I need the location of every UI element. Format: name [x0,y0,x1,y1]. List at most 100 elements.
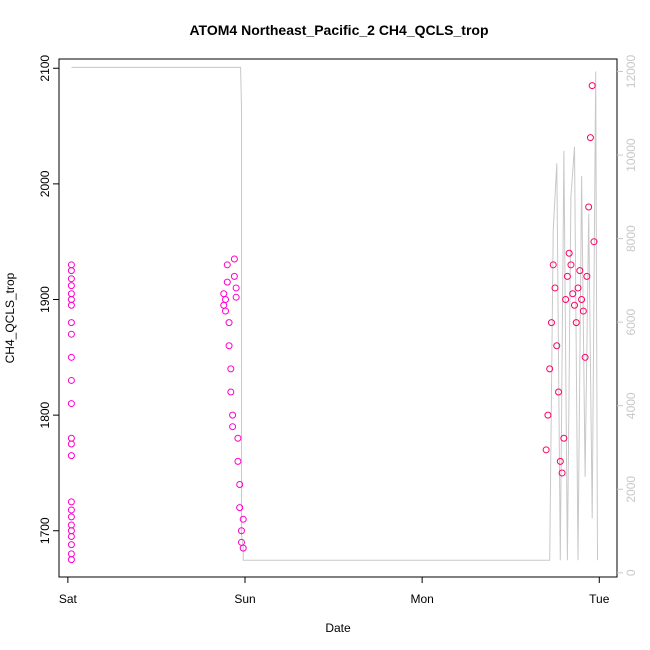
data-point [227,388,235,396]
data-point-layer [67,82,598,564]
y-axis: 1700 1800 1900 2000 2100 [38,55,59,544]
data-point [232,284,240,292]
data-point [586,134,594,142]
data-point [67,282,75,290]
data-point [67,452,75,460]
data-point [223,278,231,286]
chart-title: ATOM4 Northeast_Pacific_2 CH4_QCLS_trop [189,22,488,38]
data-point [67,267,75,275]
y2-tick-label-2000: 2000 [624,476,638,503]
x-tick-label-sun: Sun [234,592,255,606]
data-point [237,538,245,546]
data-point [547,319,555,327]
data-point [230,272,238,280]
data-point [551,284,559,292]
data-point [585,203,593,211]
y-tick-label-2100: 2100 [38,55,52,82]
data-point [67,498,75,506]
data-point [562,296,570,303]
altitude-line-layer [71,66,598,561]
data-point [578,296,586,303]
y2-tick-label-0: 0 [624,569,638,576]
data-point [67,556,75,564]
data-point [67,513,75,521]
data-point [590,238,598,246]
y2-tick-label-10000: 10000 [624,138,638,172]
data-point [220,290,228,298]
y-tick-label-1700: 1700 [38,517,52,544]
data-point [67,550,75,558]
x-axis: Sat Sun Mon Tue [59,576,610,606]
data-point [67,541,75,549]
data-point [546,365,554,373]
data-point [67,440,75,448]
data-point [234,434,242,442]
data-point [223,261,231,269]
data-point [556,457,564,465]
data-point [67,353,75,361]
data-point [239,515,247,523]
data-point [236,481,244,488]
data-point [570,301,578,309]
data-point [220,301,228,309]
data-point [67,434,75,442]
data-point [222,296,230,303]
data-point [67,296,75,303]
x-tick-label-tue: Tue [589,592,610,606]
data-point [234,457,242,465]
data-point [225,319,233,327]
data-point [67,506,75,514]
data-point [67,376,75,384]
data-point [232,293,240,301]
data-point [225,342,233,350]
data-point [549,261,557,269]
data-point [222,307,230,315]
secondary-y-axis: 0 2000 4000 6000 8000 10000 12000 [617,55,638,576]
data-point [227,365,235,373]
data-point [574,284,582,292]
data-point [563,272,571,280]
data-point [67,319,75,327]
data-point [67,275,75,283]
data-point [560,434,568,442]
y2-tick-label-6000: 6000 [624,309,638,336]
y-tick-label-1900: 1900 [38,286,52,313]
data-point [230,255,238,263]
data-point [579,307,587,315]
data-point [542,446,550,454]
data-point [588,82,596,90]
data-point [67,533,75,541]
data-point [67,301,75,309]
y-tick-label-1800: 1800 [38,401,52,428]
data-point [567,261,575,269]
data-point [229,411,237,419]
y2-tick-label-12000: 12000 [624,55,638,89]
data-point [544,411,552,419]
x-tick-label-sat: Sat [59,592,78,606]
altitude-line [71,66,598,561]
plot-frame [58,58,618,578]
data-point [236,504,244,512]
data-point [576,267,584,275]
x-axis-label: Date [325,621,351,635]
data-point [569,290,577,298]
data-point [67,527,75,535]
y-axis-label: CH4_QCLS_trop [3,272,17,363]
data-point [239,544,247,552]
y-tick-label-2000: 2000 [38,170,52,197]
data-point [558,469,566,477]
data-point [67,521,75,529]
data-point [67,261,75,269]
data-point [565,249,573,257]
data-point [67,330,75,338]
data-point [229,423,237,431]
data-point [67,400,75,408]
data-point [572,319,580,327]
y2-tick-label-4000: 4000 [624,392,638,419]
data-point [555,388,563,396]
data-point [67,290,75,298]
data-point [553,342,561,350]
x-tick-label-mon: Mon [410,592,433,606]
data-point [583,272,591,280]
y2-tick-label-8000: 8000 [624,225,638,252]
